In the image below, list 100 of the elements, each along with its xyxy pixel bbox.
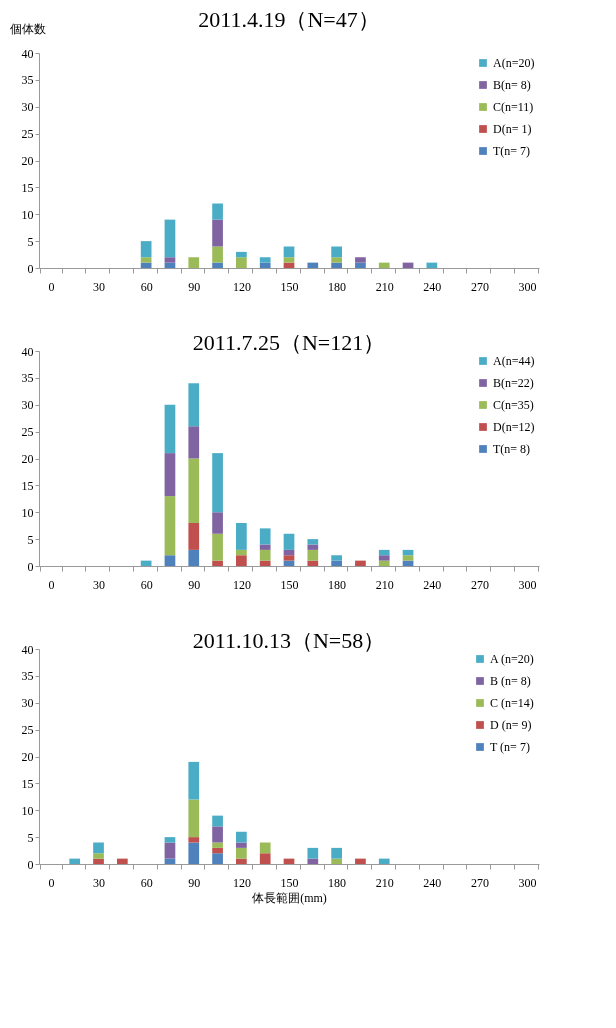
y-tick-label: 20 xyxy=(21,452,34,466)
y-tick-label: 15 xyxy=(21,776,34,791)
y-tick-label: 0 xyxy=(27,261,34,276)
bar xyxy=(212,453,223,513)
bar xyxy=(259,560,271,566)
bar xyxy=(236,549,247,556)
x-tick-label: 150 xyxy=(280,577,299,592)
y-tick-label: 25 xyxy=(21,425,34,440)
bar xyxy=(212,533,223,561)
y-tick-label: 30 xyxy=(21,696,34,711)
legend-label: B (n= 8) xyxy=(490,674,531,688)
bar xyxy=(164,496,176,556)
bar xyxy=(331,555,342,561)
bar xyxy=(140,241,152,258)
bar xyxy=(93,853,104,859)
x-tick-label: 240 xyxy=(423,279,442,294)
bar xyxy=(259,544,271,550)
bar xyxy=(259,257,271,263)
bar xyxy=(188,257,200,268)
bar xyxy=(164,257,176,263)
bar xyxy=(307,858,319,864)
bar xyxy=(283,555,295,561)
bar xyxy=(188,523,200,550)
x-tick-label: 240 xyxy=(423,875,442,890)
bar xyxy=(236,831,247,843)
y-tick-label: 20 xyxy=(21,750,34,764)
bar xyxy=(236,842,247,848)
x-tick-label: 300 xyxy=(518,577,537,592)
y-tick-label: 10 xyxy=(21,803,34,818)
x-tick-label: 150 xyxy=(280,279,299,294)
bar xyxy=(164,404,176,454)
x-tick-label: 90 xyxy=(188,279,201,294)
x-tick-label: 300 xyxy=(518,875,537,890)
y-tick-label: 10 xyxy=(21,505,34,520)
bar xyxy=(212,815,223,827)
x-tick-label: 180 xyxy=(328,875,347,890)
y-tick-label: 40 xyxy=(21,344,34,359)
x-tick-label: 210 xyxy=(375,577,394,592)
bar xyxy=(355,858,366,864)
bar xyxy=(164,219,176,258)
x-tick-label: 30 xyxy=(93,279,106,294)
bar xyxy=(331,847,342,859)
legend-label: B(n= 8) xyxy=(493,78,531,92)
x-tick-label: 150 xyxy=(280,875,299,890)
x-tick-label: 210 xyxy=(375,279,394,294)
bar xyxy=(307,560,319,566)
bar xyxy=(378,560,390,566)
x-tick-label: 240 xyxy=(423,577,442,592)
bar xyxy=(188,842,200,864)
x-tick-label: 60 xyxy=(140,279,153,294)
bar xyxy=(188,383,200,427)
x-tick-label: 30 xyxy=(93,577,106,592)
bar xyxy=(212,262,223,268)
bar xyxy=(331,257,342,263)
x-tick-label: 300 xyxy=(518,279,537,294)
legend-label: C (n=14) xyxy=(490,696,534,710)
y-tick-label: 30 xyxy=(21,398,34,413)
bar xyxy=(212,203,223,220)
y-tick-label: 30 xyxy=(21,100,34,115)
bar xyxy=(259,528,271,545)
y-tick-label: 15 xyxy=(21,478,34,493)
x-tick-label: 90 xyxy=(188,875,201,890)
bar xyxy=(212,853,223,864)
legend-label: T(n= 7) xyxy=(493,144,531,158)
x-tick-label: 30 xyxy=(93,875,106,890)
bar xyxy=(236,555,247,566)
bar xyxy=(116,858,128,864)
y-tick-label: 40 xyxy=(21,642,34,657)
bar xyxy=(355,257,366,263)
bar xyxy=(212,560,223,566)
legend-label: D(n= 1) xyxy=(493,122,532,136)
y-tick-label: 5 xyxy=(27,532,34,547)
bar xyxy=(212,512,223,534)
legend-label: A(n=20) xyxy=(493,56,535,70)
bar xyxy=(140,257,152,263)
legend-label: A(n=44) xyxy=(493,354,535,368)
bar xyxy=(331,858,342,864)
bar xyxy=(331,560,342,566)
bar xyxy=(259,853,271,864)
y-tick-label: 25 xyxy=(21,127,34,142)
bar xyxy=(69,858,81,864)
x-tick-label: 210 xyxy=(375,875,394,890)
y-tick-label: 0 xyxy=(27,857,34,872)
bar xyxy=(188,426,200,459)
legend-label: A (n=20) xyxy=(490,652,534,666)
bar xyxy=(93,842,104,854)
x-tick-label: 180 xyxy=(328,577,347,592)
legend-label: T (n= 7) xyxy=(490,740,530,754)
bar xyxy=(307,539,319,545)
bar xyxy=(402,555,414,561)
x-tick-label: 120 xyxy=(232,577,251,592)
bar xyxy=(307,262,319,268)
bar xyxy=(164,555,176,566)
bar xyxy=(378,549,390,556)
chart-title: 2011.7.25（N=121） xyxy=(192,330,386,355)
chart-title: 2011.4.19（N=47） xyxy=(198,7,380,32)
chart-title: 2011.10.13（N=58） xyxy=(192,628,386,653)
bar xyxy=(212,826,223,843)
bar xyxy=(378,858,390,864)
bar xyxy=(164,453,176,497)
